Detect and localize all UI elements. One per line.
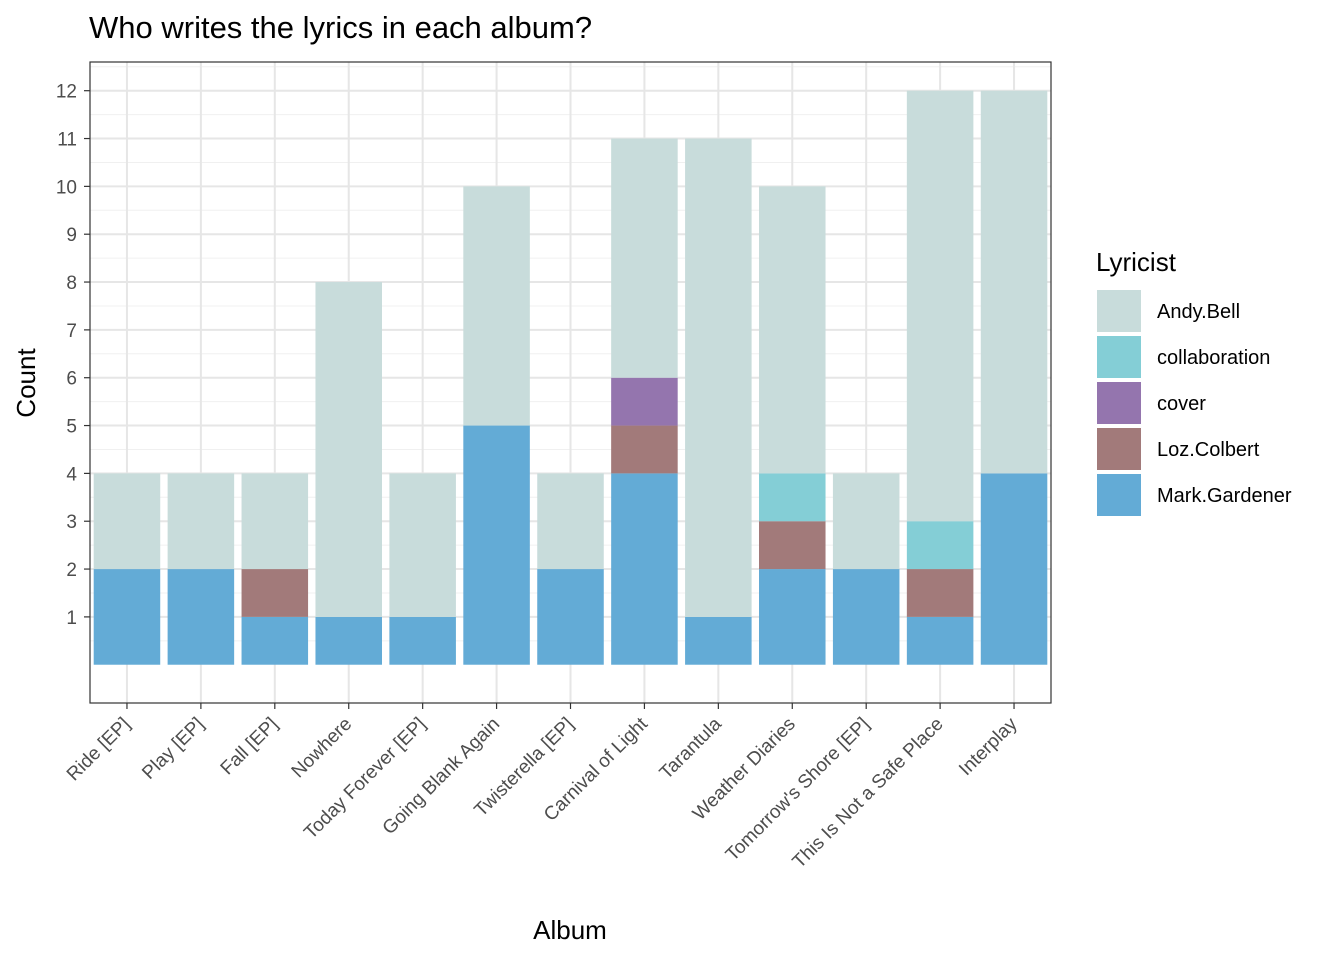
x-axis: Ride [EP] Play [EP] Fall [EP] NowhereToday … (63, 703, 1022, 873)
bar-segment-andy-bell (93, 473, 161, 570)
bar-segment-mark-gardener (537, 569, 604, 665)
bar-segment-andy-bell (906, 90, 974, 522)
bar-segment-mark-gardener (389, 616, 456, 665)
x-tick-label: Ride [EP] (63, 714, 135, 786)
bar-segment-andy-bell (463, 186, 530, 426)
y-axis-title: Count (11, 348, 41, 418)
bar-segment-collaboration (759, 473, 826, 522)
bar-segment-andy-bell (832, 473, 900, 570)
bar-segment-andy-bell (315, 282, 382, 617)
legend-items: Andy.Bell collaboration cover Loz.Colbert Ma… (1097, 290, 1292, 516)
x-axis-title: Album (533, 915, 607, 945)
y-tick-label: 6 (66, 369, 77, 390)
bar-segment-andy-bell (759, 186, 826, 474)
legend-key (1097, 474, 1141, 516)
bars (93, 90, 1048, 665)
legend-key (1097, 382, 1141, 424)
legend-label: Mark.Gardener (1157, 485, 1292, 507)
legend-key (1097, 290, 1141, 332)
bar-segment-cover (611, 377, 678, 426)
plot-panel (89, 61, 1052, 704)
legend-label: Andy.Bell (1157, 301, 1240, 323)
bar-segment-andy-bell (537, 473, 604, 570)
bar-segment-mark-gardener (241, 616, 309, 665)
bar-segment-mark-gardener (906, 616, 974, 665)
x-tick-label: Fall [EP] (217, 714, 283, 780)
bar-segment-andy-bell (167, 473, 235, 570)
bar-segment-andy-bell (611, 138, 678, 378)
y-tick-label: 8 (66, 273, 77, 294)
bar-segment-andy-bell (685, 138, 752, 617)
y-tick-label: 11 (57, 130, 77, 151)
y-tick-label: 10 (56, 177, 77, 198)
legend-label: Loz.Colbert (1157, 439, 1260, 461)
legend-key (1097, 428, 1141, 470)
bar-segment-andy-bell (389, 473, 456, 617)
bar-segment-andy-bell (241, 473, 309, 570)
legend-label: collaboration (1157, 347, 1270, 369)
y-tick-label: 3 (66, 512, 77, 533)
y-tick-label: 5 (66, 417, 77, 438)
bar-segment-mark-gardener (759, 569, 826, 665)
x-tick-label: Interplay (955, 713, 1022, 780)
bar-segment-loz-colbert (241, 569, 309, 617)
y-tick-label: 7 (66, 321, 77, 342)
x-tick-label: Tarantula (656, 713, 726, 783)
x-tick-label: This Is Not a Safe Place (789, 714, 948, 873)
x-tick-label: Nowhere (288, 714, 357, 783)
bar-segment-mark-gardener (832, 569, 900, 665)
bar-segment-mark-gardener (463, 425, 530, 665)
bar-segment-mark-gardener (611, 473, 678, 665)
y-tick-label: 12 (56, 82, 77, 103)
bar-segment-collaboration (906, 521, 974, 570)
x-tick-label: Play [EP] (138, 714, 208, 784)
legend-label: cover (1157, 393, 1206, 415)
x-tick-label: Tomorrow's Shore [EP] (722, 714, 874, 866)
legend-key (1097, 336, 1141, 378)
y-tick-label: 9 (66, 225, 77, 246)
bar-segment-mark-gardener (980, 473, 1048, 665)
y-tick-label: 1 (66, 608, 77, 629)
bar-segment-mark-gardener (315, 616, 382, 665)
x-tick-label: Today Forever [EP] (300, 714, 430, 844)
bar-segment-loz-colbert (611, 425, 678, 474)
bar-segment-andy-bell (980, 90, 1048, 474)
y-tick-label: 2 (66, 560, 77, 581)
bar-segment-loz-colbert (906, 569, 974, 617)
bar-segment-mark-gardener (93, 569, 161, 665)
y-tick-label: 4 (66, 464, 77, 485)
bar-segment-loz-colbert (759, 521, 826, 570)
legend: Lyricist Andy.Bell collaboration cover Loz.… (1096, 247, 1292, 516)
bar-segment-mark-gardener (685, 616, 752, 665)
legend-title: Lyricist (1096, 247, 1177, 277)
chart-title: Who writes the lyrics in each album? (89, 10, 592, 45)
bar-segment-mark-gardener (167, 569, 235, 665)
